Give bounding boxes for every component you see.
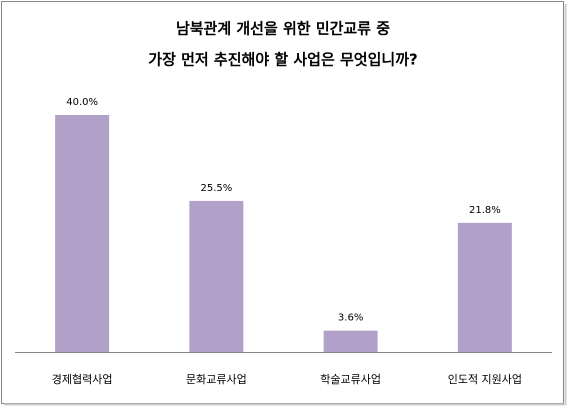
value-label: 40.0% [66,97,98,108]
chart-title: 가장 먼저 추진해야 할 사업은 무엇입니까? [148,51,417,69]
bar [55,115,110,352]
x-tick-label: 문화교류사업 [186,373,247,386]
value-label: 25.5% [200,183,232,194]
value-label: 21.8% [469,205,501,216]
value-label: 3.6% [338,313,363,324]
chart-title: 남북관계 개선을 위한 민간교류 중 [176,20,390,38]
x-tick-label: 학술교류사업 [320,373,381,386]
bar [323,330,378,352]
x-tick-label: 인도적 지원사업 [448,373,522,386]
bar [457,222,512,352]
x-tick-label: 경제협력사업 [52,373,113,386]
bar [189,200,244,352]
